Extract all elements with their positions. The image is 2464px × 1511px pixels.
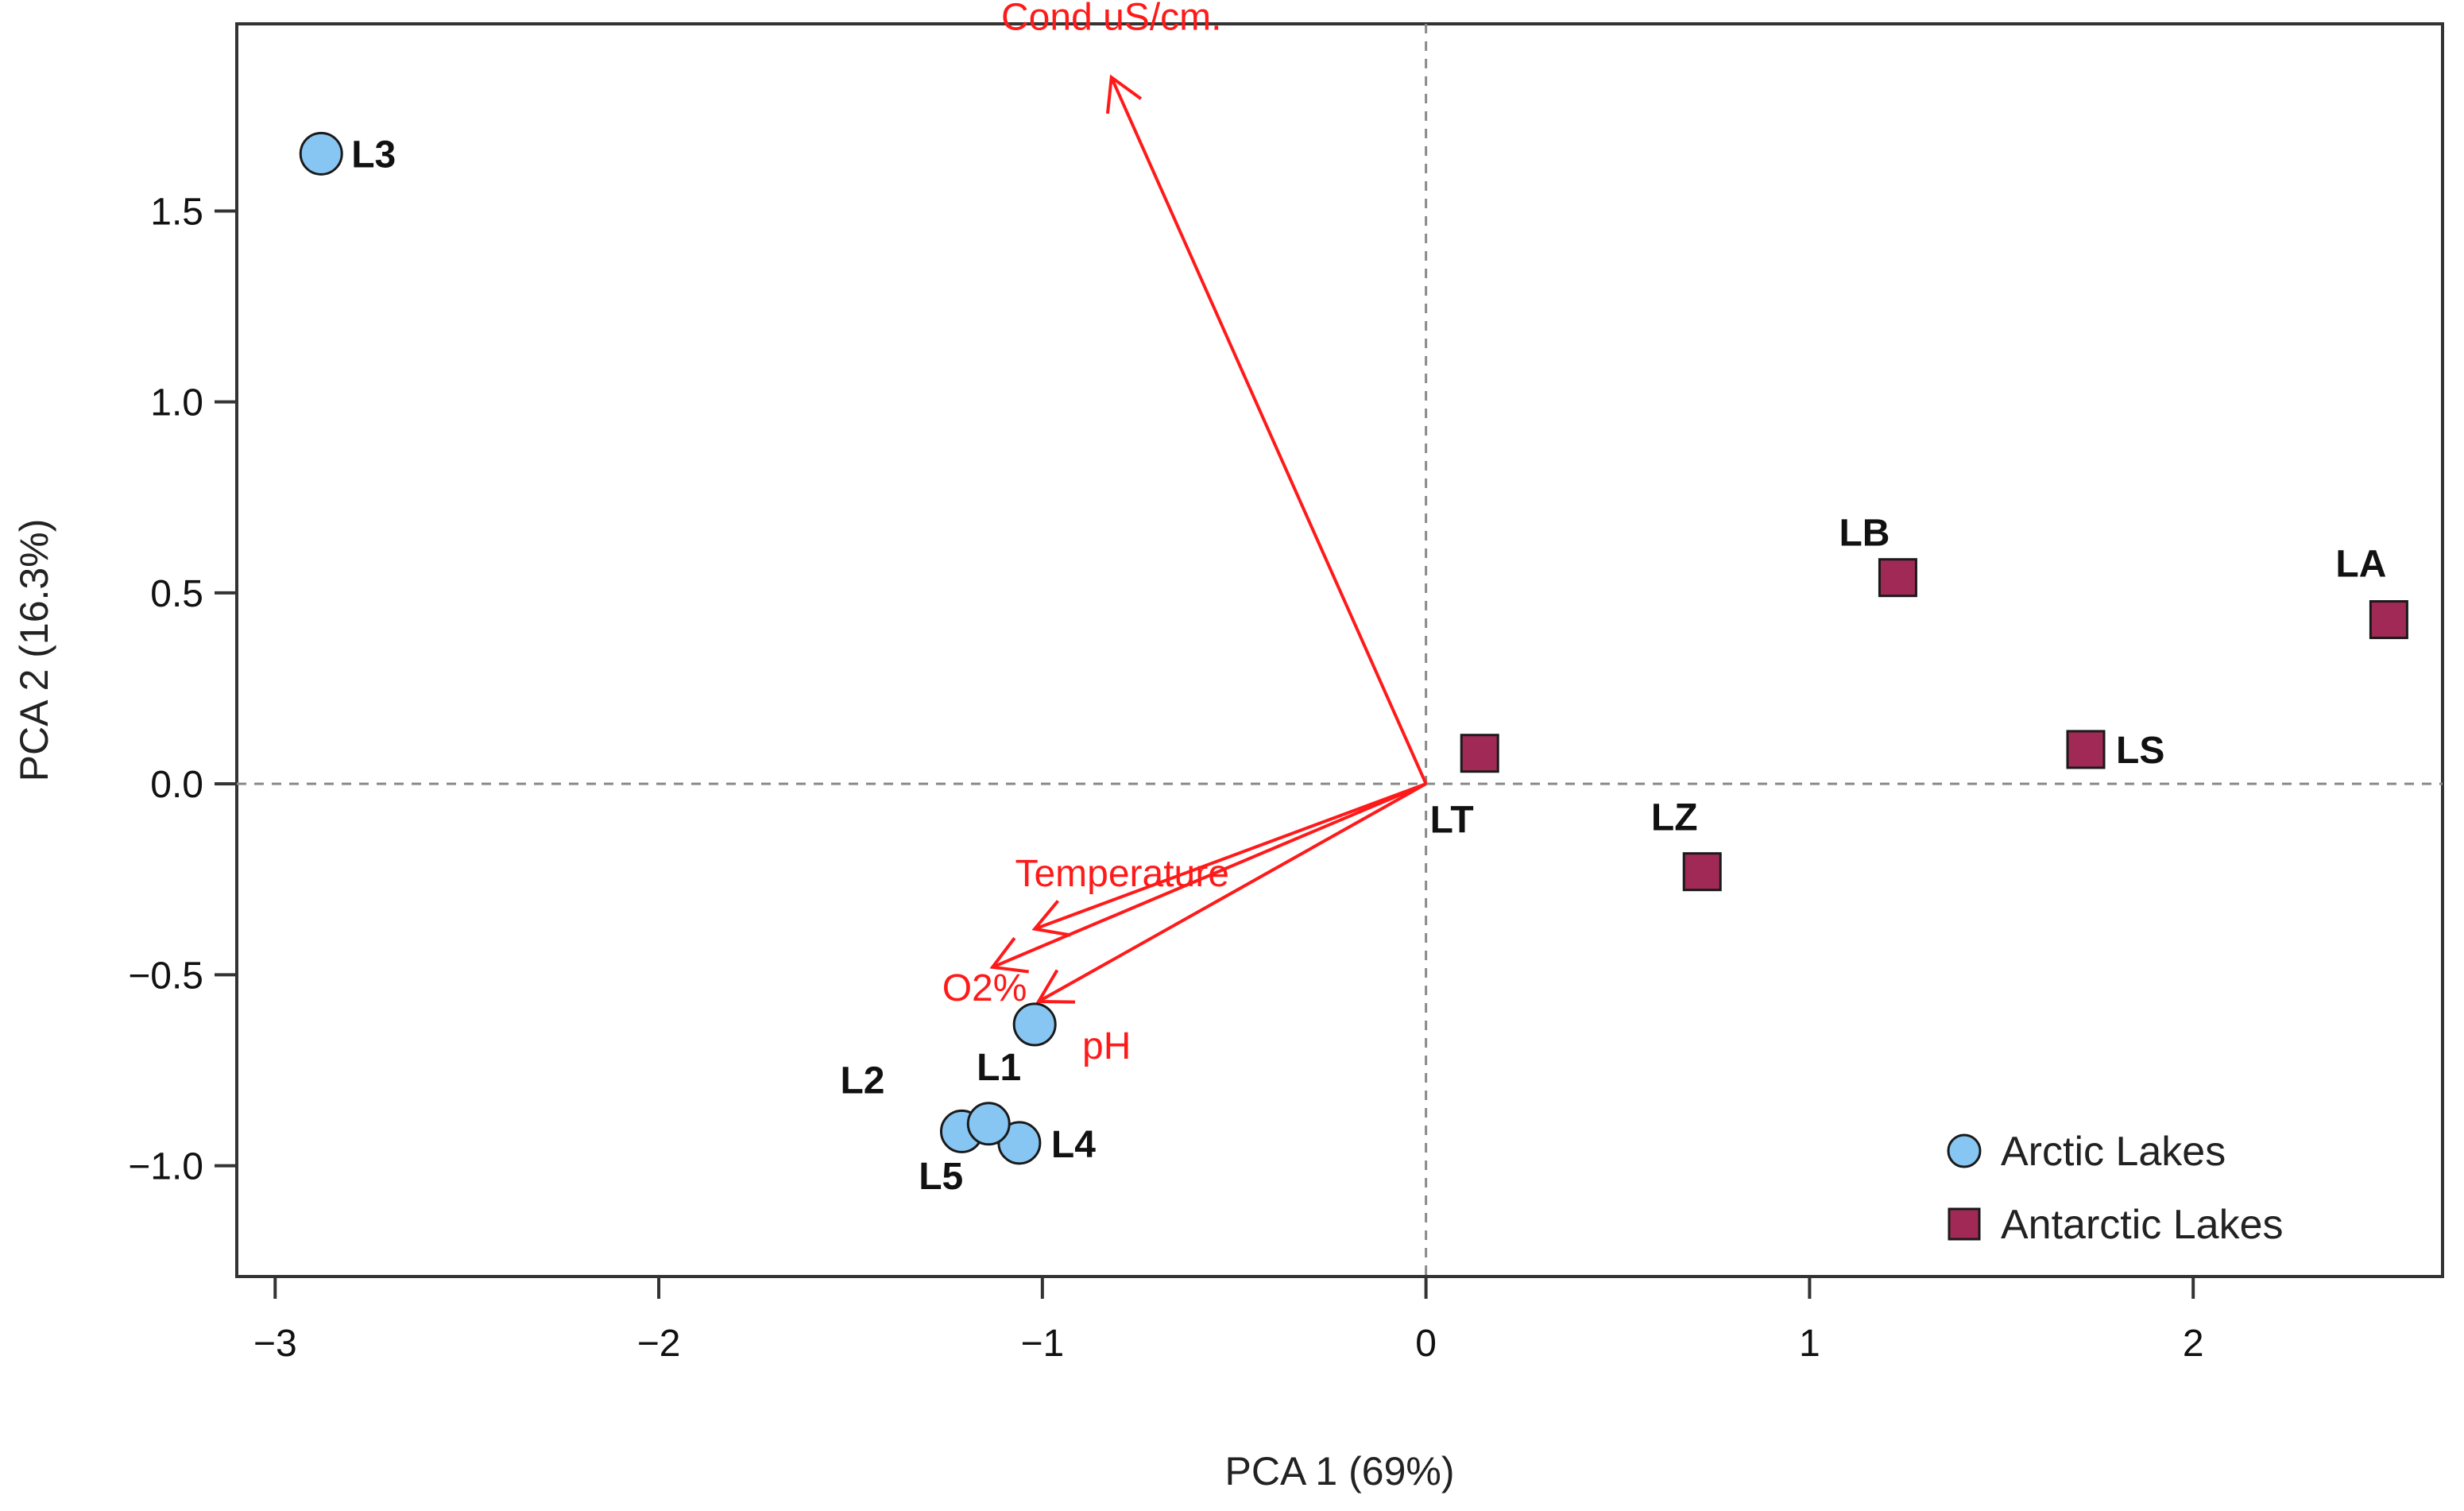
loading-arrow-head bbox=[1035, 969, 1076, 1004]
point-label: LT bbox=[1430, 800, 1474, 842]
legend-entry-arctic-lakes: Arctic Lakes bbox=[1947, 1129, 2226, 1175]
loading-ph: pH bbox=[1035, 782, 1427, 1067]
loading-label: O2% bbox=[942, 967, 1027, 1009]
x-tick-label: 2 bbox=[2183, 1323, 2204, 1365]
point-label: L2 bbox=[840, 1060, 884, 1102]
y-tick-label: 1.5 bbox=[150, 191, 203, 233]
y-tick-label: −1.0 bbox=[128, 1146, 203, 1188]
antarctic-lake-point bbox=[2066, 730, 2106, 769]
y-axis: −1.0 −0.5 0.0 0.5 1.0 1.5 bbox=[128, 191, 237, 1188]
point-label: L3 bbox=[351, 134, 396, 176]
loading-arrow-head bbox=[1031, 900, 1071, 937]
y-tick-label: 1.0 bbox=[150, 382, 203, 424]
loading-label: Temperature bbox=[1015, 853, 1228, 895]
plot-frame bbox=[235, 22, 2444, 1278]
y-tick-label: 0.5 bbox=[150, 573, 203, 615]
legend-marker-square bbox=[1948, 1207, 1981, 1241]
x-tick-label: 1 bbox=[1799, 1323, 1820, 1365]
antarctic-lake-point bbox=[2369, 600, 2408, 640]
x-tick-label: −1 bbox=[1020, 1323, 1064, 1365]
loading-arrow-shaft bbox=[1038, 782, 1427, 1003]
legend: Arctic Lakes Antarctic Lakes bbox=[1947, 1129, 2284, 1248]
x-tick-label: −2 bbox=[637, 1323, 681, 1365]
point-label: LA bbox=[2335, 544, 2386, 586]
y-tick-label: 0.0 bbox=[150, 764, 203, 806]
point-label: L4 bbox=[1051, 1124, 1096, 1166]
x-axis-title: PCA 1 (69%) bbox=[1224, 1449, 1454, 1494]
legend-entry-antarctic-lakes: Antarctic Lakes bbox=[1948, 1202, 2284, 1248]
loading-arrow-head bbox=[989, 936, 1029, 974]
loading-arrow-head bbox=[1105, 74, 1143, 114]
series-arctic-lakes: L3 L1 L2 L4 L5 bbox=[299, 131, 1096, 1198]
arctic-lake-point bbox=[299, 131, 343, 176]
x-tick-label: −3 bbox=[253, 1323, 297, 1365]
reference-lines bbox=[237, 24, 2443, 1277]
x-tick-label: 0 bbox=[1415, 1323, 1437, 1365]
point-label: LZ bbox=[1651, 797, 1698, 839]
legend-label: Arctic Lakes bbox=[2001, 1129, 2226, 1175]
antarctic-lake-point bbox=[1878, 558, 1917, 598]
loading-label: pH bbox=[1082, 1025, 1131, 1067]
arctic-lake-point bbox=[966, 1102, 1011, 1146]
point-label: LS bbox=[2116, 730, 2164, 772]
y-axis-title: PCA 2 (16.3%) bbox=[12, 519, 56, 782]
point-label: LB bbox=[1839, 513, 1890, 555]
loading-arrow-shaft bbox=[1034, 782, 1427, 931]
x-axis: −3 −2 −1 0 1 2 bbox=[253, 1277, 2204, 1365]
series-antarctic-lakes: LT LZ LB LS LA bbox=[1430, 513, 2408, 892]
legend-label: Antarctic Lakes bbox=[2001, 1202, 2284, 1248]
antarctic-lake-point bbox=[1682, 852, 1722, 892]
data-points: L3 L1 L2 L4 L5 LT LZ LB LS LA bbox=[299, 131, 2408, 1198]
loading-label: Cond uS/cm. bbox=[1001, 0, 1221, 38]
y-tick-label: −0.5 bbox=[128, 955, 203, 997]
legend-marker-circle bbox=[1947, 1133, 1982, 1168]
antarctic-lake-point bbox=[1460, 734, 1499, 773]
loading-temperature: Temperature bbox=[1015, 782, 1427, 937]
arctic-lake-point bbox=[1012, 1002, 1057, 1047]
loading-o2: O2% bbox=[942, 782, 1427, 1009]
loading-cond-us-cm: Cond uS/cm. bbox=[1001, 0, 1428, 785]
loading-arrow-shaft bbox=[1109, 76, 1428, 785]
loading-arrow-shaft bbox=[992, 782, 1427, 969]
point-label: L1 bbox=[977, 1047, 1021, 1089]
loading-arrows: Cond uS/cm. Temperature O2% pH bbox=[942, 0, 1428, 1067]
point-label: L5 bbox=[919, 1156, 963, 1198]
